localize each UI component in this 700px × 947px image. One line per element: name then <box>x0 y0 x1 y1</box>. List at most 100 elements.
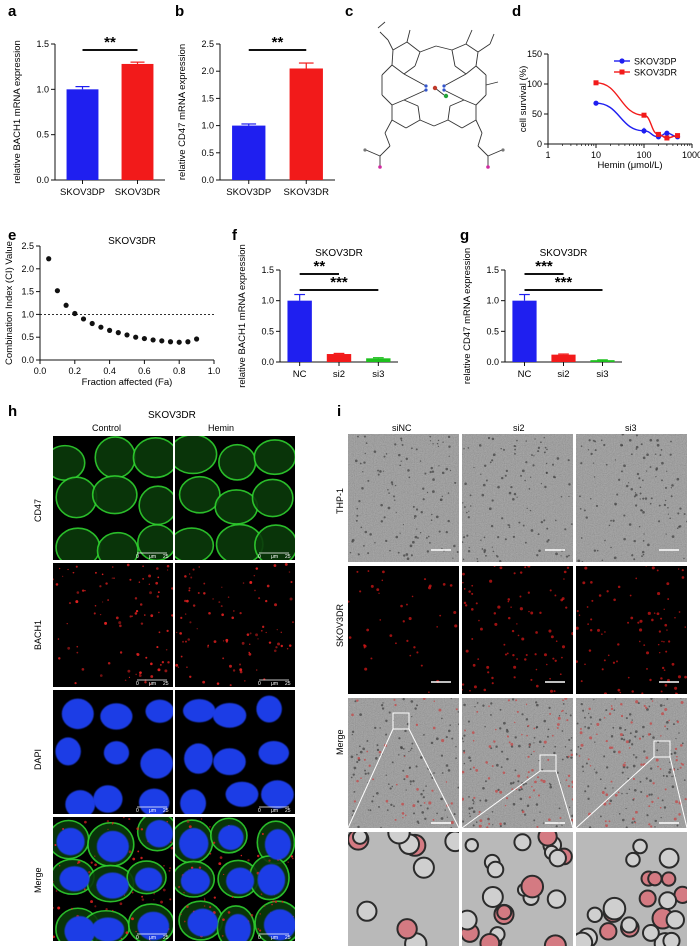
chart-e-y-tick-label: 1.0 <box>21 309 34 319</box>
bach1-spot <box>277 642 281 646</box>
thp1-cell <box>438 530 441 533</box>
bach1-spot <box>88 870 91 874</box>
thp1-cell <box>585 516 588 519</box>
skov3dr-cell <box>556 727 559 729</box>
thp1-cell <box>483 536 486 539</box>
thp1-cell <box>490 524 494 528</box>
skov3dr-cell <box>639 619 643 623</box>
skov3dr-cell <box>517 634 520 637</box>
thp1-cell <box>457 723 459 725</box>
bach1-spot <box>204 899 206 901</box>
thp1-cell <box>621 771 624 774</box>
bach1-spot <box>198 866 202 869</box>
thp1-cell <box>402 523 405 526</box>
bach1-spot <box>107 828 109 831</box>
cell-membrane <box>132 436 173 479</box>
thp1-cell <box>420 510 423 514</box>
skov3dr-cell <box>571 818 573 822</box>
thp1-cell <box>411 742 414 745</box>
chart-g-bar <box>512 300 537 362</box>
bach1-spot <box>268 859 271 862</box>
thp1-cell <box>398 453 401 457</box>
thp1-cell <box>411 447 413 450</box>
skov3dr-cell <box>487 671 490 674</box>
bach1-spot <box>84 820 87 824</box>
thp1-cell <box>650 793 653 796</box>
thp1-cell <box>675 738 677 740</box>
thp1-cell <box>649 779 652 783</box>
bach1-spot <box>167 661 170 664</box>
thp1-cell <box>582 770 584 773</box>
confocal-tile-bach1 <box>53 563 173 687</box>
bach1-spot <box>186 905 189 908</box>
thp1-cell <box>417 537 419 539</box>
skov3dr-cell <box>471 731 475 734</box>
thp1-cell <box>639 492 642 495</box>
thp1-cell <box>547 728 550 731</box>
zoom-line <box>347 728 394 829</box>
thp1-cell <box>680 698 682 699</box>
skov3dr-cell <box>442 582 446 586</box>
bach1-spot <box>119 651 123 654</box>
bach1-spot <box>192 568 195 571</box>
zoom-thp1-cell <box>620 916 638 934</box>
thp1-cell <box>622 818 625 822</box>
thp1-cell <box>670 752 673 755</box>
zoom-skov3dr-cell <box>543 934 567 946</box>
bach1-spot <box>112 566 114 568</box>
thp1-cell <box>654 819 657 823</box>
scale-bar-left: 0 <box>136 935 139 941</box>
thp1-cell <box>555 552 558 556</box>
chart-d-x-tick-label: 1000 <box>682 150 700 160</box>
thp1-cell <box>467 720 471 723</box>
thp1-cell <box>585 762 588 765</box>
thp1-cell <box>383 455 386 458</box>
zoom-line <box>555 770 574 829</box>
thp1-cell <box>654 826 656 828</box>
skov3dr-cell <box>571 780 573 784</box>
thp1-cell <box>669 761 671 763</box>
skov3dr-cell <box>657 765 659 768</box>
bach1-spot <box>280 631 283 634</box>
thp1-cell <box>395 535 399 539</box>
skov3dr-cell <box>415 723 419 727</box>
thp1-cell <box>462 749 466 753</box>
thp1-cell <box>613 556 617 560</box>
skov3dr-cell <box>395 783 398 786</box>
thp1-cell <box>433 772 435 774</box>
skov3dr-cell <box>521 810 525 814</box>
skov3dr-cell <box>382 570 385 574</box>
thp1-cell <box>358 500 361 503</box>
bach1-spot <box>232 669 236 672</box>
thp1-cell <box>487 436 491 440</box>
skov3dr-cell <box>519 786 523 789</box>
thp1-cell <box>408 476 411 479</box>
thp1-cell <box>413 517 416 519</box>
chart-a-y-tick-label: 0.5 <box>36 130 49 140</box>
bach1-spot <box>231 616 235 620</box>
skov3dr-cell <box>491 676 494 680</box>
skov3dr-cell <box>393 698 396 701</box>
thp1-cell <box>349 551 352 554</box>
thp1-cell <box>669 453 672 456</box>
bach1-spot <box>66 623 68 625</box>
bach1-spot <box>213 896 216 899</box>
thp1-cell <box>667 506 669 509</box>
bach1-spot <box>184 613 187 615</box>
bach1-spot <box>136 827 140 831</box>
thp1-cell <box>385 719 388 723</box>
skov3dr-cell <box>565 606 568 609</box>
thp1-cell <box>539 811 541 813</box>
skov3dr-cell <box>537 794 541 797</box>
thp1-cell <box>462 541 464 544</box>
bach1-spot <box>209 826 211 828</box>
skov3dr-cell <box>631 817 635 821</box>
nucleus <box>145 699 173 723</box>
thp1-cell <box>608 524 611 527</box>
bach1-spot <box>203 905 206 907</box>
skov3dr-cell <box>505 797 509 800</box>
thp1-cell <box>435 515 439 519</box>
skov3dr-cell <box>364 667 368 671</box>
skov3dr-cell <box>680 744 683 747</box>
zoom-content <box>348 832 459 946</box>
